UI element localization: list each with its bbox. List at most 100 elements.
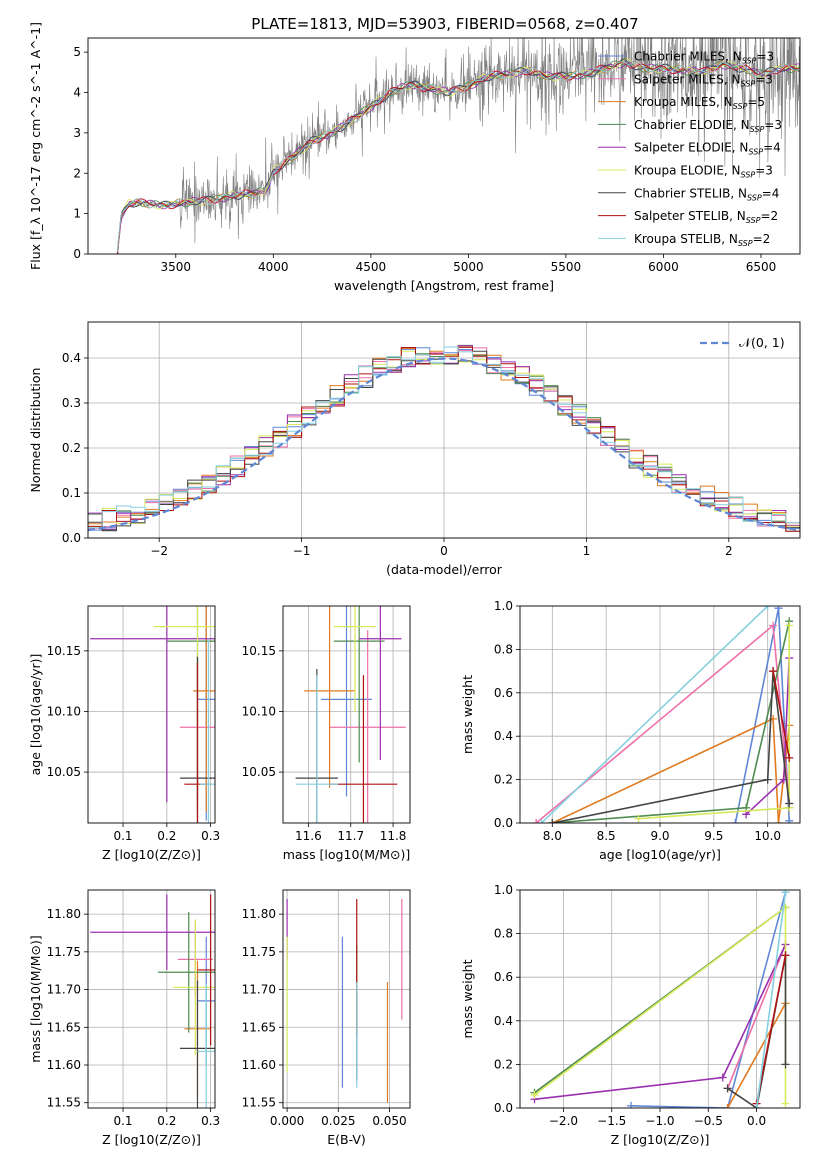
weight-marker [785,621,794,630]
model-line-chabrier-stelib [116,58,800,254]
x-tick-label: 0.2 [157,829,176,843]
legend-label: Chabrier ELODIE, NSSP=3 [634,118,782,134]
errorbar-salpeter-elodie [90,606,215,803]
y-tick-label: 0.8 [494,642,513,656]
y-tick-label: 0.4 [62,351,81,365]
weight-marker [785,799,794,808]
x-axis-label: age [log10(age/yr)] [599,847,721,862]
y-tick-label: 0.4 [494,1014,513,1028]
errorbar-kroupa-stelib [199,638,215,823]
y-tick-label: 2 [73,166,81,180]
y-axis-label: mass weight [460,959,475,1038]
x-axis-label: (data-model)/error [386,562,503,577]
errorbar-salpeter-elodie [90,894,215,970]
x-axis-label: Z [log10(Z/Z⊙)] [611,1132,710,1147]
plot-area [530,890,790,1108]
y-tick-label: 11.65 [242,1020,276,1034]
x-tick-label: 2 [725,544,733,558]
legend-label: Kroupa STELIB, NSSP=2 [634,232,770,248]
y-tick-label: 10.05 [47,765,81,779]
weight-line-chabrier-miles [630,891,787,1108]
errorbar-chabrier-stelib [179,980,215,1108]
legend: 𝒩(0, 1) [700,335,785,350]
weight-line-kroupa-miles [726,1003,787,1108]
y-tick-label: 10.10 [47,704,81,718]
weight-marker [774,819,783,823]
x-tick-label: 8.5 [597,829,616,843]
weight-marker [532,819,541,823]
spectrum-data-line [117,38,800,254]
legend-label: Chabrier STELIB, NSSP=4 [634,186,779,202]
axes-frame [87,321,801,539]
x-tick-label: 0.000 [270,1114,304,1128]
y-tick-label: 11.75 [47,945,81,959]
x-tick-label: −2 [150,544,168,558]
y-tick-label: 10.15 [242,644,276,658]
weight-marker [781,890,790,897]
x-axis-label: E(B-V) [327,1132,366,1147]
plot-area [90,606,215,823]
x-tick-label: 0.050 [372,1114,406,1128]
y-tick-label: 4 [73,86,81,100]
y-tick-label: 1.0 [494,883,513,897]
model-line-kroupa-elodie [117,58,800,254]
x-tick-label: −0.5 [694,1114,723,1128]
y-tick-label: 10.10 [242,704,276,718]
weight-line-kroupa-stelib [755,892,787,1108]
x-tick-label: 8.0 [543,829,562,843]
model-line-kroupa-stelib [116,61,800,253]
axes-frame [282,889,411,1109]
x-tick-label: 0.3 [201,829,220,843]
chart-residuals: −2 −1 0 1 2 0.0 0.1 0.2 0.3 0.4 (data-model)/error… [28,321,801,577]
histogram-kroupa-stelib [88,346,800,529]
weight-line-kroupa-stelib [540,606,769,823]
errorbar-kroupa-elodie [333,606,377,712]
weight-marker [763,606,772,610]
errorbar-salpeter-elodie [359,606,402,760]
y-tick-label: 11.80 [47,907,81,921]
y-tick-label: 0 [73,247,81,261]
y-tick-label: 0.2 [62,441,81,455]
weight-marker [731,819,740,823]
y-tick-label: 11.80 [242,907,276,921]
chart-mass-vs-Z: 0.1 0.2 0.3 11.55 11.60 11.65 11.70 11.75 11.80 Z… [28,889,220,1147]
y-tick-label: 3 [73,126,81,140]
x-tick-label: 4000 [258,260,289,274]
y-tick-label: 0.6 [494,686,513,700]
y-tick-label: 10.05 [242,765,276,779]
legend-label: Chabrier MILES, NSSP=3 [634,50,774,66]
y-tick-label: 0.0 [62,531,81,545]
weight-line-chabrier-stelib [552,671,790,823]
x-tick-label: 1 [583,544,591,558]
weight-marker [781,1060,790,1069]
y-axis-label: age [log10(age/yr)] [28,654,43,776]
legend-label: 𝒩(0, 1) [739,335,785,350]
y-tick-label: 11.65 [47,1020,81,1034]
x-tick-label: 0.3 [201,1114,220,1128]
x-tick-label: 4500 [356,260,387,274]
weight-marker [769,667,778,676]
y-tick-label: 0.1 [62,486,81,500]
axes-frame [519,889,801,1109]
y-tick-label: 0.4 [494,729,513,743]
x-axis-label: Z [log10(Z/Z⊙)] [102,1132,201,1147]
x-tick-label: −1.5 [597,1114,626,1128]
plot-area [116,38,800,254]
x-tick-label: −2.0 [549,1114,578,1128]
x-tick-label: 0.0 [747,1114,766,1128]
weight-marker [627,1101,636,1108]
normal-curve [88,357,798,532]
y-tick-label: 0.8 [494,927,513,941]
x-tick-label: 0.1 [113,1114,132,1128]
y-tick-label: 11.60 [242,1058,276,1072]
errorbar-kroupa-stelib [197,983,215,1108]
y-axis-label: mass [log10(M/M⊙)] [28,935,43,1063]
chart-spectrum: 3500 4000 4500 5000 5500 6000 6500 0 1 2 3 4 5 wavele… [28,22,801,293]
weight-marker [723,1084,732,1093]
plot-area [286,899,403,1103]
weight-marker [537,819,546,823]
y-tick-label: 0.0 [494,1101,513,1115]
y-tick-label: 0.0 [494,816,513,830]
x-tick-label: 6000 [648,260,679,274]
